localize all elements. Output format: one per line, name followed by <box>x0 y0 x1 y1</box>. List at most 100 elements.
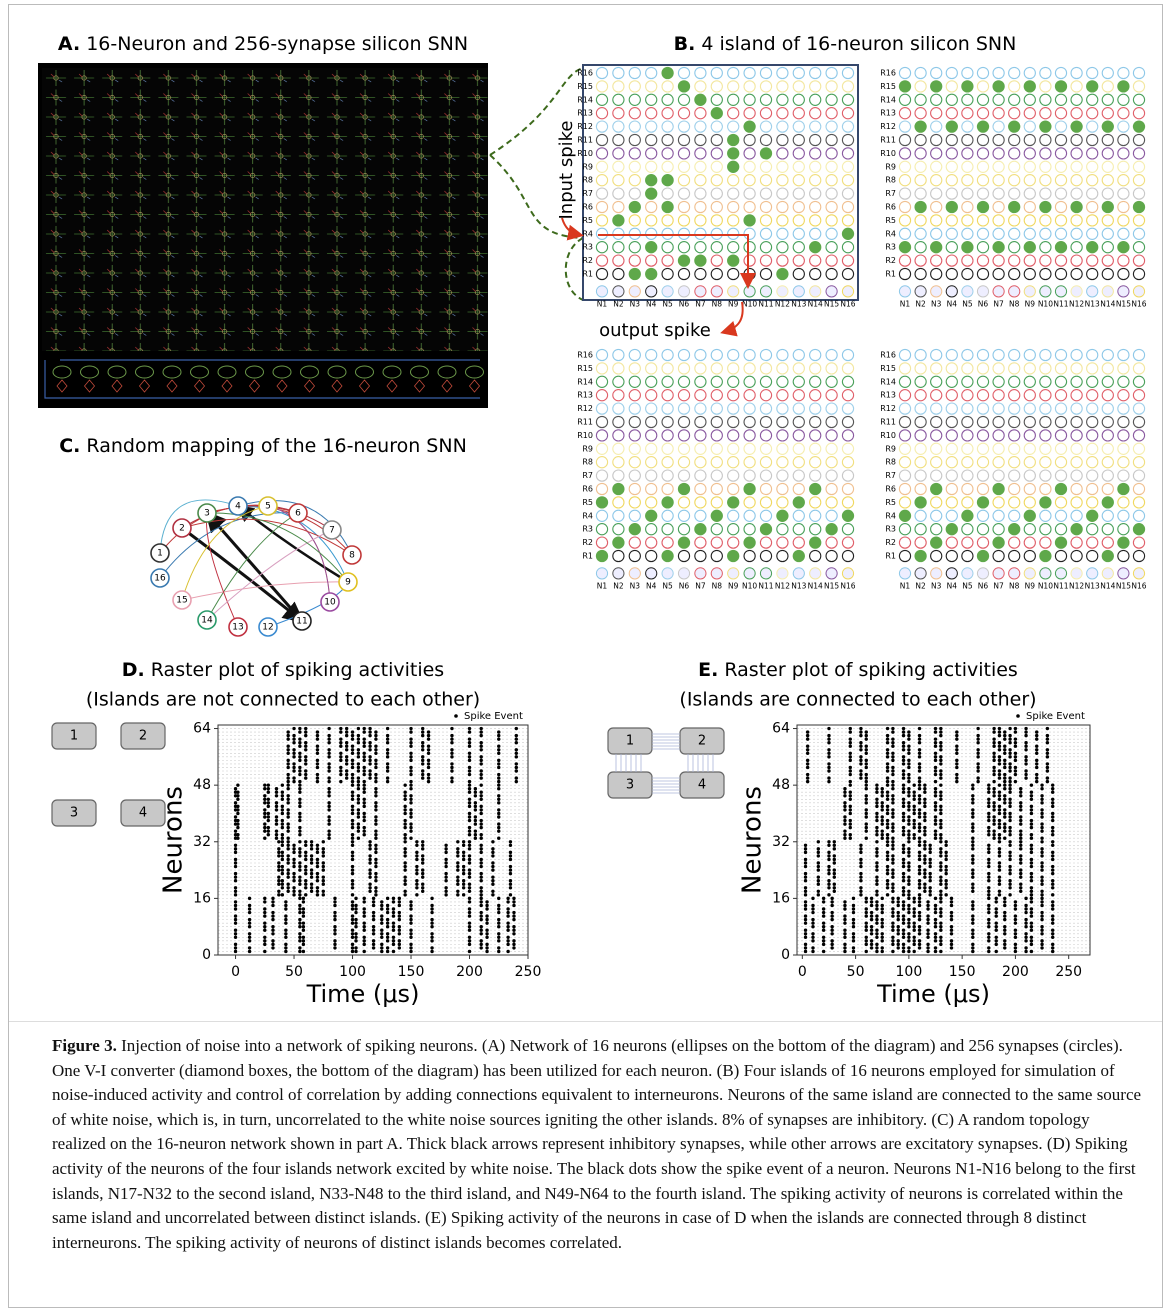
spike <box>380 936 383 939</box>
spike <box>934 745 937 748</box>
spike <box>415 858 418 861</box>
spike <box>468 914 471 917</box>
synapse <box>1133 390 1144 401</box>
spike <box>456 861 459 864</box>
synapse <box>1102 457 1113 468</box>
spike <box>281 833 284 836</box>
neuron-node <box>1087 286 1098 297</box>
spike <box>891 815 894 818</box>
neuron-node <box>760 286 771 297</box>
spike <box>939 847 942 850</box>
spike <box>1051 936 1054 939</box>
synapse <box>1024 148 1035 159</box>
node-label: 3 <box>204 509 210 519</box>
synapse <box>629 108 640 119</box>
spike <box>512 932 515 935</box>
synapse <box>777 134 788 145</box>
synapse <box>962 497 973 508</box>
spike <box>398 918 401 921</box>
spike <box>363 943 366 946</box>
spike <box>886 872 889 875</box>
synapse <box>899 443 910 454</box>
spike <box>907 883 910 886</box>
synapse <box>1071 363 1082 374</box>
synapse <box>777 201 788 212</box>
synapse <box>1040 108 1051 119</box>
spike <box>1040 897 1043 900</box>
spike <box>351 914 354 917</box>
synapse <box>962 148 973 159</box>
spike <box>804 946 807 949</box>
spike <box>1008 883 1011 886</box>
spike <box>1040 893 1043 896</box>
synapse <box>744 349 755 360</box>
spike <box>298 833 301 836</box>
synapse <box>613 121 624 132</box>
spike <box>480 861 483 864</box>
spike <box>1003 734 1006 737</box>
spike <box>913 950 916 953</box>
synapse <box>711 121 722 132</box>
spike <box>891 773 894 776</box>
spike <box>875 950 878 953</box>
spike <box>875 893 878 896</box>
spike <box>827 868 830 871</box>
synapse <box>1118 81 1129 92</box>
spike <box>386 780 389 783</box>
spike <box>327 787 330 790</box>
spike <box>409 914 412 917</box>
spike <box>1003 904 1006 907</box>
spike <box>918 886 921 889</box>
spike <box>236 783 239 786</box>
spike <box>875 783 878 786</box>
spike <box>327 748 330 751</box>
spike <box>398 946 401 949</box>
synapse <box>646 497 657 508</box>
column-label: N12 <box>1069 299 1084 308</box>
synapse <box>977 470 988 481</box>
spike <box>913 914 916 917</box>
spike <box>267 787 270 790</box>
spike <box>509 886 512 889</box>
spike <box>843 918 846 921</box>
spike <box>286 766 289 769</box>
spike <box>286 794 289 797</box>
spike <box>497 904 500 907</box>
spike <box>363 737 366 740</box>
spike <box>392 939 395 942</box>
synapse <box>613 403 624 414</box>
spike <box>1051 801 1054 804</box>
spike <box>1003 762 1006 765</box>
synapse <box>744 510 755 521</box>
spike <box>1003 787 1006 790</box>
synapse <box>596 457 607 468</box>
spike <box>263 939 266 942</box>
spike <box>987 861 990 864</box>
spike <box>409 918 412 921</box>
synapse <box>826 94 837 105</box>
spike <box>403 875 406 878</box>
synapse <box>1055 497 1066 508</box>
spike <box>403 826 406 829</box>
synapse <box>1102 242 1113 253</box>
spike <box>918 776 921 779</box>
spike <box>468 737 471 740</box>
row-label: R13 <box>880 109 896 118</box>
spike <box>1040 865 1043 868</box>
synapse <box>744 215 755 226</box>
spike <box>804 861 807 864</box>
synapse <box>931 108 942 119</box>
spike <box>918 868 921 871</box>
spike <box>891 929 894 932</box>
spike <box>998 762 1001 765</box>
spike <box>267 833 270 836</box>
spike <box>374 776 377 779</box>
synapse <box>1118 255 1129 266</box>
spike <box>351 826 354 829</box>
spike <box>398 904 401 907</box>
y-tick-label: 16 <box>772 890 790 906</box>
spike <box>409 812 412 815</box>
synapse <box>810 483 821 494</box>
synapse <box>646 268 657 279</box>
synapse <box>629 510 640 521</box>
